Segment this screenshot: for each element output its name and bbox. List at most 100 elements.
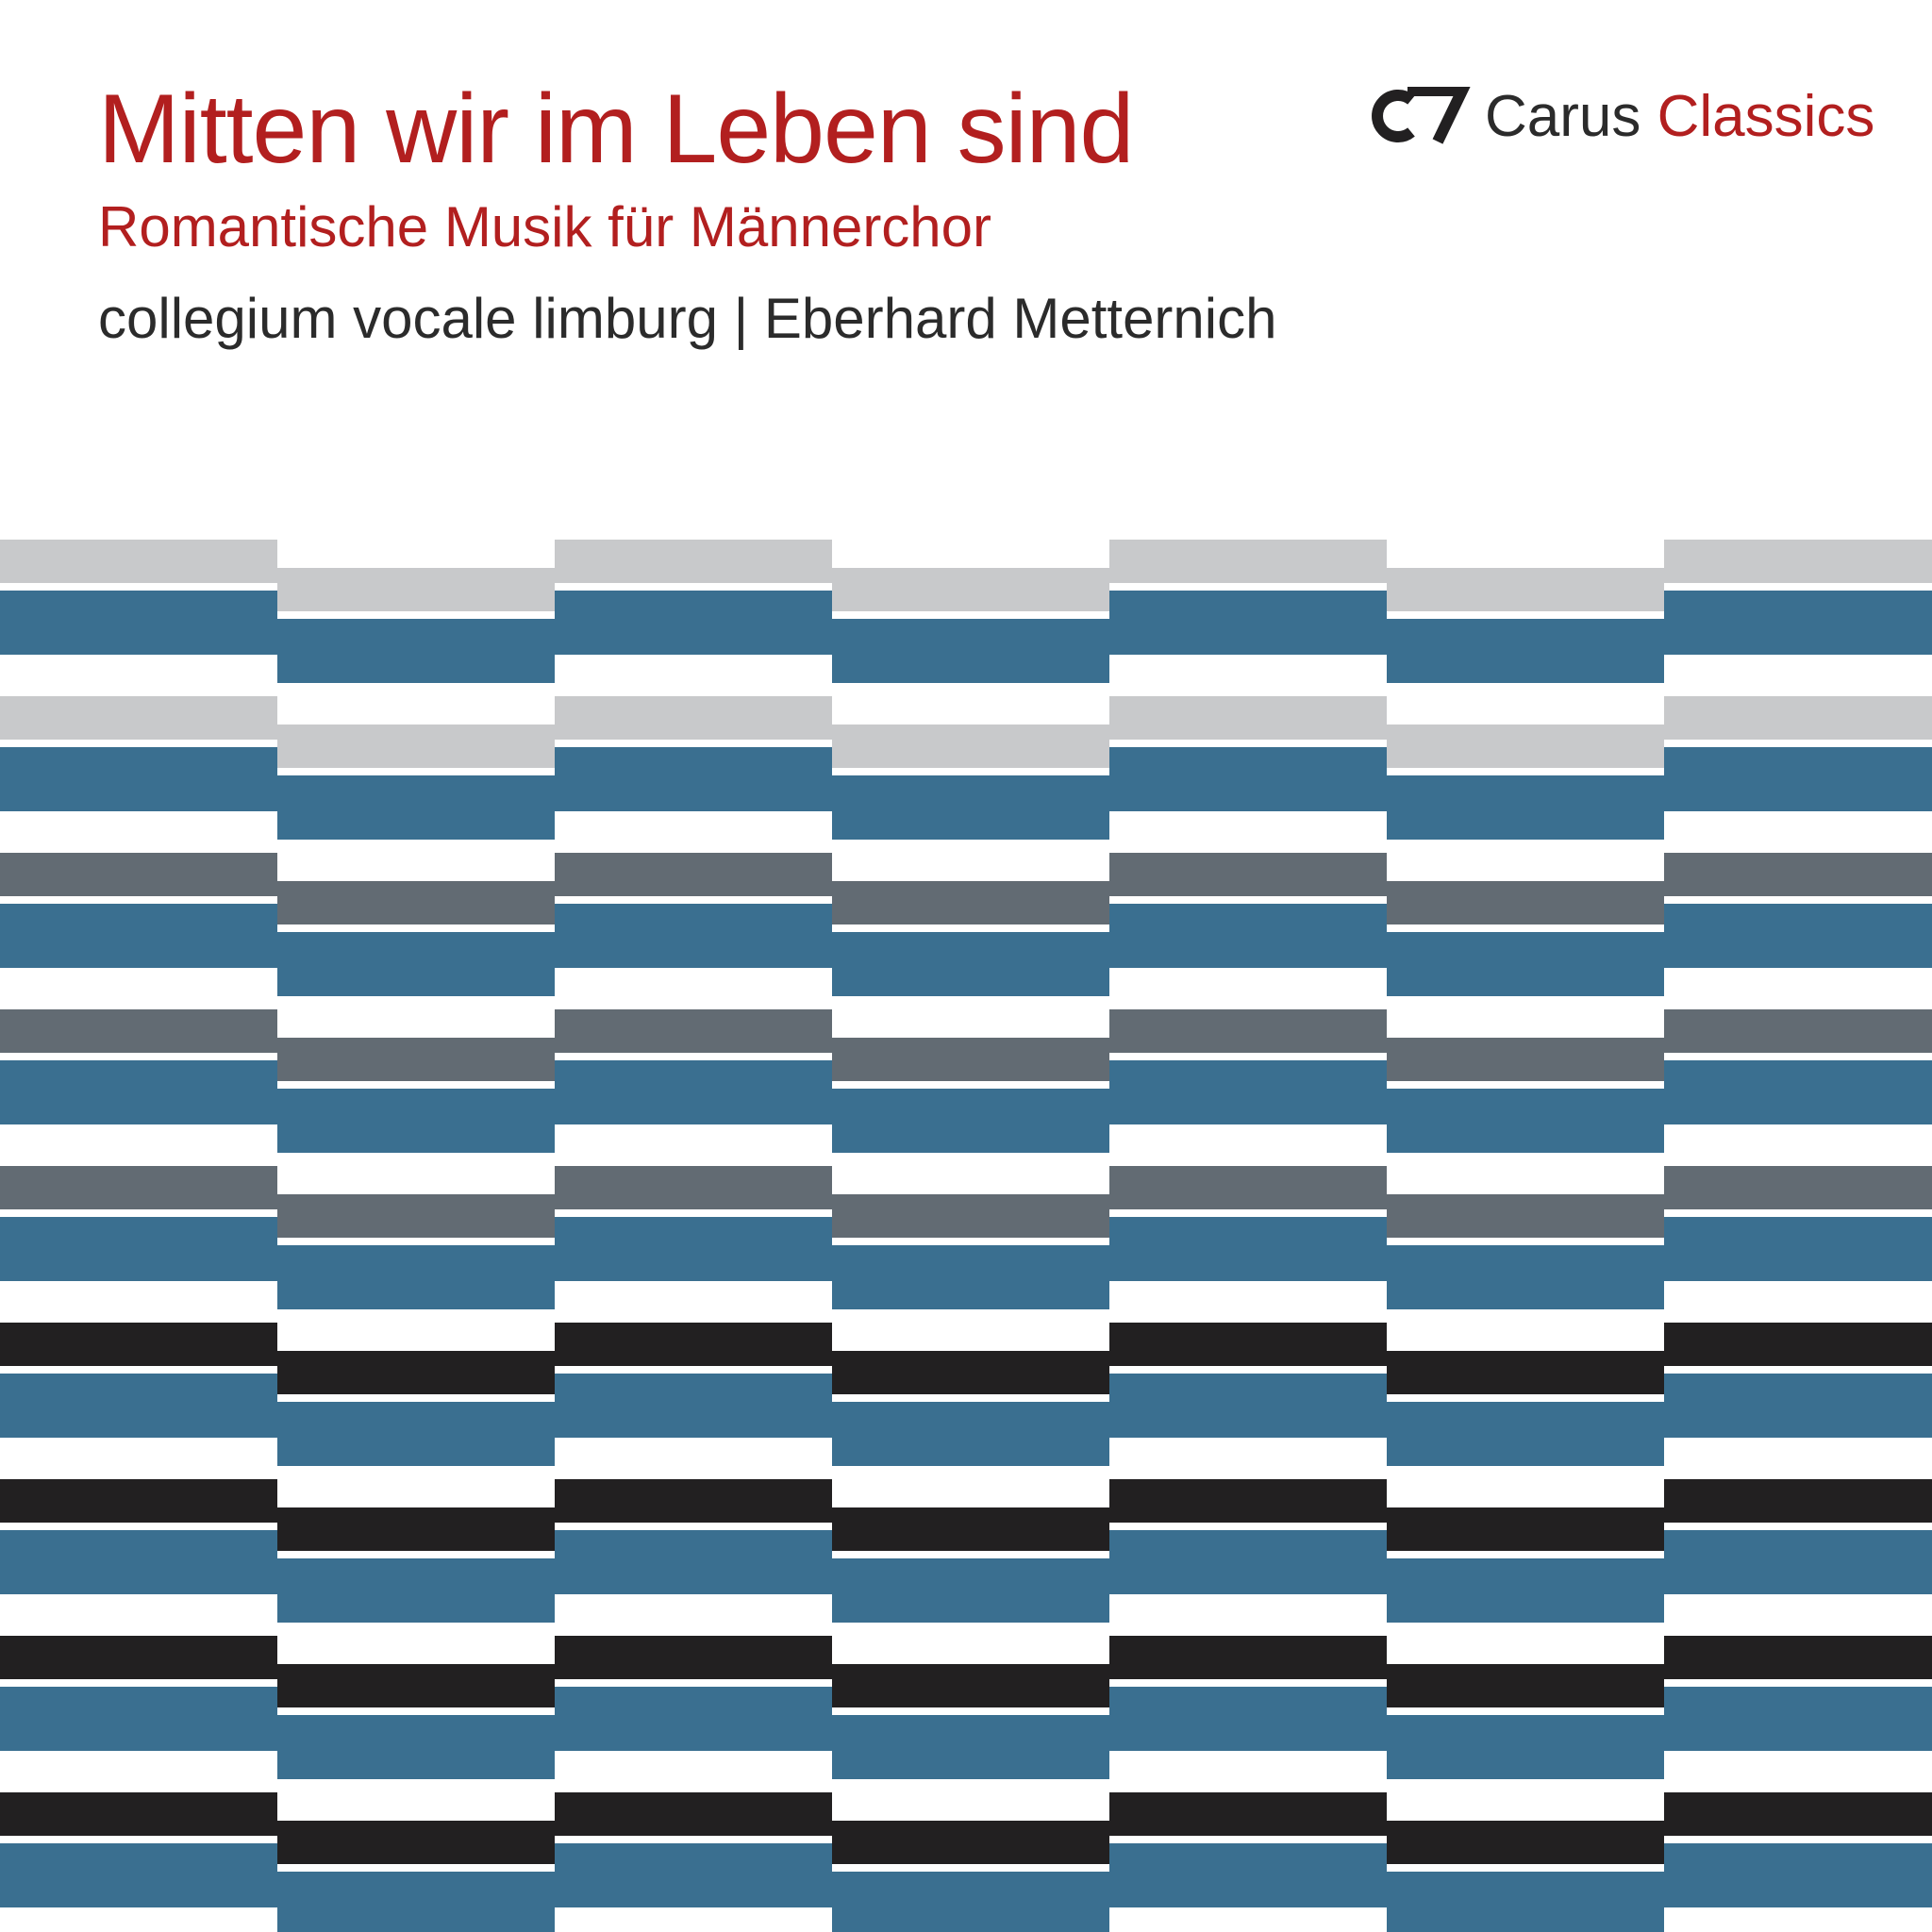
pattern-bar-light-gray <box>555 540 832 583</box>
pattern-bar-blue <box>1109 1843 1387 1907</box>
cv-monogram-icon <box>1372 87 1471 144</box>
pattern-bar-black <box>1664 1479 1932 1523</box>
pattern-bar-blue <box>1387 619 1664 683</box>
pattern-bar-blue <box>1664 747 1932 811</box>
pattern-bar-light-gray <box>832 724 1109 768</box>
pattern-bar-blue <box>832 1245 1109 1309</box>
pattern-bar-light-gray <box>555 696 832 740</box>
pattern-bar-blue <box>555 1374 832 1438</box>
pattern-bar-light-gray <box>1387 724 1664 768</box>
pattern-bar-slate-gray <box>1109 1166 1387 1209</box>
pattern-bar-black <box>555 1792 832 1836</box>
pattern-bar-black <box>832 1351 1109 1394</box>
pattern-bar-blue <box>1109 591 1387 655</box>
pattern-bar-light-gray <box>1664 696 1932 740</box>
pattern-bar-blue <box>277 932 555 996</box>
pattern-bar-slate-gray <box>555 1166 832 1209</box>
logo-brand: Carus <box>1485 83 1641 149</box>
pattern-bar-slate-gray <box>832 1194 1109 1238</box>
album-subtitle: Romantische Musik für Männerchor <box>98 195 992 258</box>
stripe-pattern <box>0 540 1932 1932</box>
pattern-bar-black <box>555 1479 832 1523</box>
pattern-bar-light-gray <box>0 540 277 583</box>
pattern-bar-black <box>1109 1792 1387 1836</box>
pattern-bar-blue <box>0 1687 277 1751</box>
pattern-bar-blue <box>832 775 1109 840</box>
pattern-bar-blue <box>832 1402 1109 1466</box>
pattern-bar-slate-gray <box>277 881 555 924</box>
pattern-bar-blue <box>277 1558 555 1623</box>
pattern-bar-blue <box>555 591 832 655</box>
pattern-bar-slate-gray <box>832 881 1109 924</box>
pattern-bar-slate-gray <box>832 1038 1109 1081</box>
pattern-bar-blue <box>1664 1217 1932 1281</box>
pattern-bar-slate-gray <box>277 1038 555 1081</box>
carus-classics-logo: Carus Classics <box>1370 83 1874 149</box>
pattern-bar-black <box>1109 1479 1387 1523</box>
pattern-bar-slate-gray <box>555 1009 832 1053</box>
pattern-bar-blue <box>1387 1245 1664 1309</box>
pattern-bar-blue <box>1387 1872 1664 1932</box>
pattern-bar-blue <box>277 619 555 683</box>
pattern-bar-black <box>1664 1792 1932 1836</box>
pattern-bar-slate-gray <box>1664 853 1932 896</box>
pattern-bar-blue <box>1387 1402 1664 1466</box>
pattern-bar-light-gray <box>1664 540 1932 583</box>
pattern-bar-slate-gray <box>1109 1009 1387 1053</box>
pattern-bar-blue <box>0 747 277 811</box>
logo-series: Classics <box>1657 83 1875 149</box>
pattern-bar-black <box>832 1507 1109 1551</box>
pattern-bar-black <box>1387 1351 1664 1394</box>
pattern-bar-blue <box>0 1374 277 1438</box>
pattern-bar-light-gray <box>1109 696 1387 740</box>
pattern-bar-light-gray <box>832 568 1109 611</box>
pattern-bar-blue <box>832 932 1109 996</box>
pattern-bar-blue <box>832 619 1109 683</box>
pattern-bar-blue <box>0 904 277 968</box>
pattern-bar-black <box>1387 1821 1664 1864</box>
pattern-bar-light-gray <box>277 724 555 768</box>
pattern-bar-slate-gray <box>1387 1194 1664 1238</box>
pattern-bar-blue <box>1664 1060 1932 1124</box>
pattern-bar-blue <box>1109 1060 1387 1124</box>
pattern-bar-slate-gray <box>1109 853 1387 896</box>
pattern-bar-blue <box>1109 904 1387 968</box>
pattern-bar-blue <box>555 1687 832 1751</box>
pattern-bar-blue <box>1664 1687 1932 1751</box>
performers-line: collegium vocale limburg | Eberhard Mett… <box>98 287 1277 350</box>
pattern-bar-black <box>1664 1636 1932 1679</box>
pattern-bar-slate-gray <box>1664 1166 1932 1209</box>
pattern-bar-blue <box>0 1060 277 1124</box>
pattern-bar-blue <box>832 1089 1109 1153</box>
pattern-bar-blue <box>555 904 832 968</box>
pattern-bar-light-gray <box>0 696 277 740</box>
pattern-bar-blue <box>277 1872 555 1932</box>
pattern-bar-blue <box>0 591 277 655</box>
pattern-bar-slate-gray <box>277 1194 555 1238</box>
pattern-bar-light-gray <box>277 568 555 611</box>
pattern-bar-slate-gray <box>0 1166 277 1209</box>
pattern-bar-slate-gray <box>1387 881 1664 924</box>
pattern-bar-black <box>1387 1664 1664 1707</box>
pattern-bar-black <box>1109 1323 1387 1366</box>
pattern-bar-blue <box>1664 591 1932 655</box>
pattern-bar-blue <box>1387 1089 1664 1153</box>
pattern-bar-blue <box>1387 932 1664 996</box>
pattern-bar-blue <box>1109 1687 1387 1751</box>
pattern-bar-blue <box>1109 1374 1387 1438</box>
pattern-bar-blue <box>832 1715 1109 1779</box>
pattern-bar-blue <box>555 1060 832 1124</box>
pattern-bar-blue <box>277 1402 555 1466</box>
pattern-bar-blue <box>1109 1530 1387 1594</box>
pattern-bar-blue <box>832 1872 1109 1932</box>
pattern-bar-black <box>555 1636 832 1679</box>
pattern-bar-black <box>1109 1636 1387 1679</box>
pattern-bar-black <box>832 1664 1109 1707</box>
pattern-bar-blue <box>0 1530 277 1594</box>
pattern-bar-blue <box>1664 1843 1932 1907</box>
pattern-bar-blue <box>1387 1715 1664 1779</box>
pattern-bar-slate-gray <box>0 853 277 896</box>
pattern-bar-blue <box>1109 1217 1387 1281</box>
pattern-bar-blue <box>0 1217 277 1281</box>
pattern-bar-black <box>277 1821 555 1864</box>
